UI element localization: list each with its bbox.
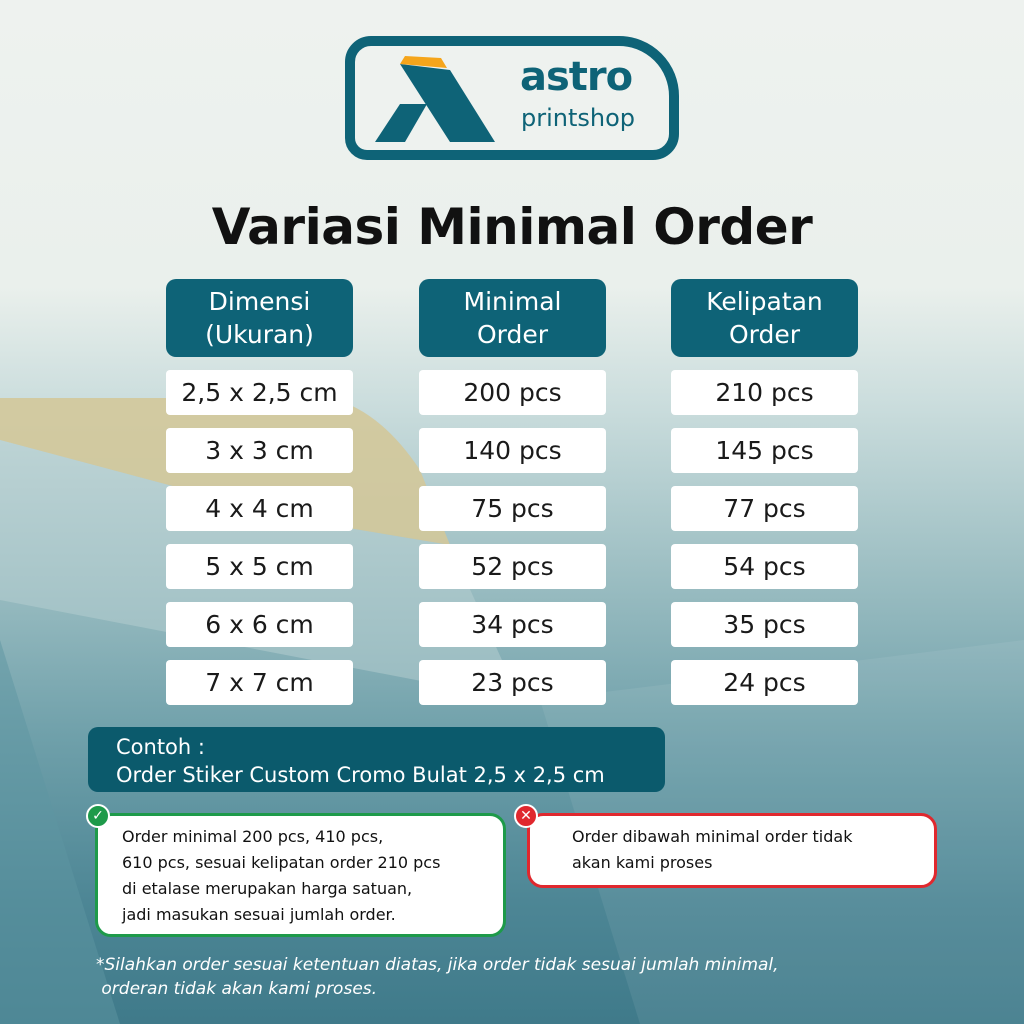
incorrect-example-box: Order dibawah minimal order tidak akan k… xyxy=(527,813,937,888)
footnote-line: *Silahkan order sesuai ketentuan diatas,… xyxy=(96,955,779,975)
text-line: di etalase merupakan harga satuan, xyxy=(122,879,413,898)
correct-example-box: Order minimal 200 pcs, 410 pcs, 610 pcs,… xyxy=(95,813,506,937)
table-cell: 5 x 5 cm xyxy=(166,544,353,589)
text-line: Order dibawah minimal order tidak xyxy=(572,827,853,846)
text-line: 610 pcs, sesuai kelipatan order 210 pcs xyxy=(122,853,441,872)
table-cell: 145 pcs xyxy=(671,428,858,473)
text-line: jadi masukan sesuai jumlah order. xyxy=(122,905,396,924)
footnote: *Silahkan order sesuai ketentuan diatas,… xyxy=(96,953,779,1001)
column-minimal-order: Minimal Order 200 pcs 140 pcs 75 pcs 52 … xyxy=(419,279,606,705)
example-text: Order Stiker Custom Cromo Bulat 2,5 x 2,… xyxy=(116,763,605,787)
check-icon: ✓ xyxy=(86,804,110,828)
column-kelipatan-order: Kelipatan Order 210 pcs 145 pcs 77 pcs 5… xyxy=(671,279,858,705)
text-line: akan kami proses xyxy=(572,853,713,872)
table-cell: 4 x 4 cm xyxy=(166,486,353,531)
table-cell: 35 pcs xyxy=(671,602,858,647)
column-header: Dimensi (Ukuran) xyxy=(166,279,353,357)
column-header: Kelipatan Order xyxy=(671,279,858,357)
example-label: Contoh : xyxy=(116,735,205,759)
column-header: Minimal Order xyxy=(419,279,606,357)
table-cell: 210 pcs xyxy=(671,370,858,415)
footnote-line: orderan tidak akan kami proses. xyxy=(96,979,378,999)
column-dimensi: Dimensi (Ukuran) 2,5 x 2,5 cm 3 x 3 cm 4… xyxy=(166,279,353,705)
table-cell: 140 pcs xyxy=(419,428,606,473)
brand-name: astro xyxy=(520,54,633,100)
table-cell: 75 pcs xyxy=(419,486,606,531)
brand-subtitle: printshop xyxy=(521,104,636,132)
table-cell: 7 x 7 cm xyxy=(166,660,353,705)
table-cell: 54 pcs xyxy=(671,544,858,589)
table-cell: 3 x 3 cm xyxy=(166,428,353,473)
table-cell: 52 pcs xyxy=(419,544,606,589)
example-box: Contoh : Order Stiker Custom Cromo Bulat… xyxy=(88,727,665,792)
text-line: Order minimal 200 pcs, 410 pcs, xyxy=(122,827,384,846)
x-icon: ✕ xyxy=(514,804,538,828)
logo-mark-icon xyxy=(375,56,495,142)
table-cell: 24 pcs xyxy=(671,660,858,705)
table-cell: 2,5 x 2,5 cm xyxy=(166,370,353,415)
table-cell: 6 x 6 cm xyxy=(166,602,353,647)
page-title: Variasi Minimal Order xyxy=(211,198,813,256)
table-cell: 23 pcs xyxy=(419,660,606,705)
logo: astro printshop xyxy=(345,36,679,160)
table-cell: 34 pcs xyxy=(419,602,606,647)
table-cell: 200 pcs xyxy=(419,370,606,415)
table-cell: 77 pcs xyxy=(671,486,858,531)
